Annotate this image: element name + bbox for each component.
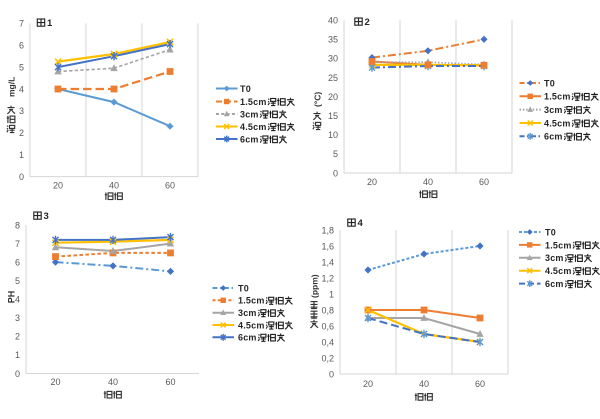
svg-text:T0: T0 (545, 227, 556, 237)
svg-text:0,6: 0,6 (321, 321, 334, 331)
svg-text:20: 20 (328, 92, 338, 102)
svg-text:T0: T0 (544, 78, 555, 88)
svg-text:4.5cm: 4.5cm (240, 122, 267, 132)
svg-text:6cm: 6cm (238, 333, 257, 343)
svg-text:1.5cm: 1.5cm (240, 97, 267, 107)
svg-text:40: 40 (419, 379, 429, 389)
svg-text:1.5cm: 1.5cm (544, 92, 571, 102)
svg-text:3cm: 3cm (544, 105, 563, 115)
svg-text:60: 60 (479, 177, 489, 187)
svg-text:1: 1 (15, 350, 20, 360)
svg-text:5: 5 (15, 276, 20, 286)
svg-text:4.5cm: 4.5cm (545, 266, 572, 276)
svg-text:20: 20 (53, 180, 63, 190)
svg-text:3: 3 (44, 211, 49, 222)
svg-text:5: 5 (19, 62, 24, 72)
svg-text:3cm: 3cm (545, 253, 564, 263)
svg-text:6: 6 (15, 257, 20, 267)
svg-text:4: 4 (19, 84, 24, 94)
svg-text:20: 20 (50, 377, 60, 387)
svg-text:7: 7 (15, 239, 20, 249)
svg-text:4: 4 (15, 295, 20, 305)
svg-text:15: 15 (328, 111, 338, 121)
svg-text:2: 2 (19, 128, 24, 138)
svg-text:1,2: 1,2 (321, 273, 334, 283)
svg-text:0: 0 (329, 369, 334, 379)
svg-text:8: 8 (15, 220, 20, 230)
svg-text:0: 0 (15, 369, 20, 379)
svg-text:40: 40 (109, 180, 119, 190)
svg-text:6cm: 6cm (544, 132, 563, 142)
svg-text:20: 20 (363, 379, 373, 389)
svg-text:6: 6 (19, 41, 24, 51)
svg-text:4.5cm: 4.5cm (238, 320, 265, 330)
svg-text:30: 30 (328, 54, 338, 64)
svg-text:60: 60 (475, 379, 485, 389)
svg-text:1.5cm: 1.5cm (545, 240, 572, 250)
svg-text:(°C): (°C) (313, 92, 323, 107)
svg-text:0,2: 0,2 (321, 353, 334, 363)
svg-text:1,8: 1,8 (321, 225, 334, 235)
svg-text:1: 1 (19, 150, 24, 160)
svg-text:0,4: 0,4 (321, 337, 334, 347)
svg-text:5: 5 (333, 149, 338, 159)
svg-text:4.5cm: 4.5cm (544, 118, 571, 128)
svg-text:40: 40 (108, 377, 118, 387)
svg-text:T0: T0 (238, 283, 249, 293)
svg-text:3cm: 3cm (240, 109, 259, 119)
svg-text:0,8: 0,8 (321, 305, 334, 315)
svg-text:3: 3 (19, 106, 24, 116)
svg-text:10: 10 (328, 130, 338, 140)
svg-text:2: 2 (365, 17, 370, 28)
svg-text:(ppm): (ppm) (310, 274, 320, 298)
svg-text:60: 60 (165, 377, 175, 387)
svg-text:1,6: 1,6 (321, 241, 334, 251)
svg-text:3: 3 (15, 313, 20, 323)
svg-text:1: 1 (329, 289, 334, 299)
svg-text:20: 20 (367, 177, 377, 187)
svg-text:PH: PH (7, 291, 17, 304)
svg-text:T0: T0 (240, 84, 251, 94)
svg-text:60: 60 (165, 180, 175, 190)
svg-text:6cm: 6cm (240, 134, 259, 144)
svg-text:7: 7 (19, 19, 24, 29)
svg-text:1,4: 1,4 (321, 257, 334, 267)
svg-text:mg/L: mg/L (7, 77, 17, 97)
svg-text:4: 4 (358, 218, 364, 229)
svg-text:2: 2 (15, 332, 20, 342)
svg-text:25: 25 (328, 73, 338, 83)
svg-text:0: 0 (333, 168, 338, 178)
svg-text:6cm: 6cm (545, 279, 564, 289)
svg-text:0: 0 (19, 172, 24, 182)
svg-text:1: 1 (47, 18, 53, 29)
svg-text:35: 35 (328, 35, 338, 45)
svg-text:40: 40 (328, 16, 338, 26)
svg-text:1.5cm: 1.5cm (238, 296, 265, 306)
svg-text:40: 40 (423, 177, 433, 187)
svg-text:3cm: 3cm (238, 308, 257, 318)
